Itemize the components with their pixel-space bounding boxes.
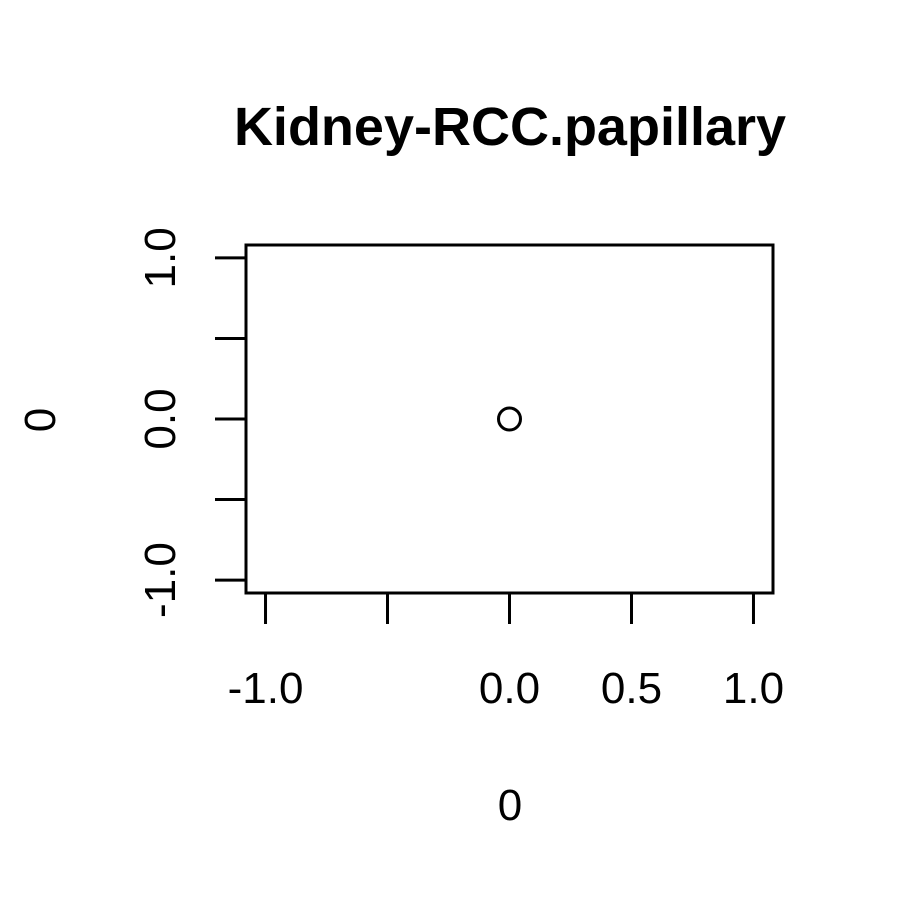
y-axis: -1.0 0.0 1.0 [136, 227, 248, 618]
y-tick-label: 0.0 [136, 388, 185, 449]
x-tick-label: -1.0 [228, 664, 304, 713]
x-axis: -1.0 0.0 0.5 1.0 [228, 591, 784, 713]
points-layer [497, 406, 522, 432]
y-tick-label: -1.0 [136, 542, 185, 618]
plot-frame [244, 243, 775, 595]
y-tick-label: 1.0 [136, 227, 185, 288]
chart-title: Kidney-RCC.papillary [234, 97, 786, 157]
x-tick-label: 1.0 [723, 664, 784, 713]
x-axis-title: 0 [498, 781, 522, 830]
x-tick-label: 0.5 [601, 664, 662, 713]
y-axis-title: 0 [16, 408, 65, 432]
x-tick-label: 0.0 [479, 664, 540, 713]
data-point [497, 406, 522, 432]
